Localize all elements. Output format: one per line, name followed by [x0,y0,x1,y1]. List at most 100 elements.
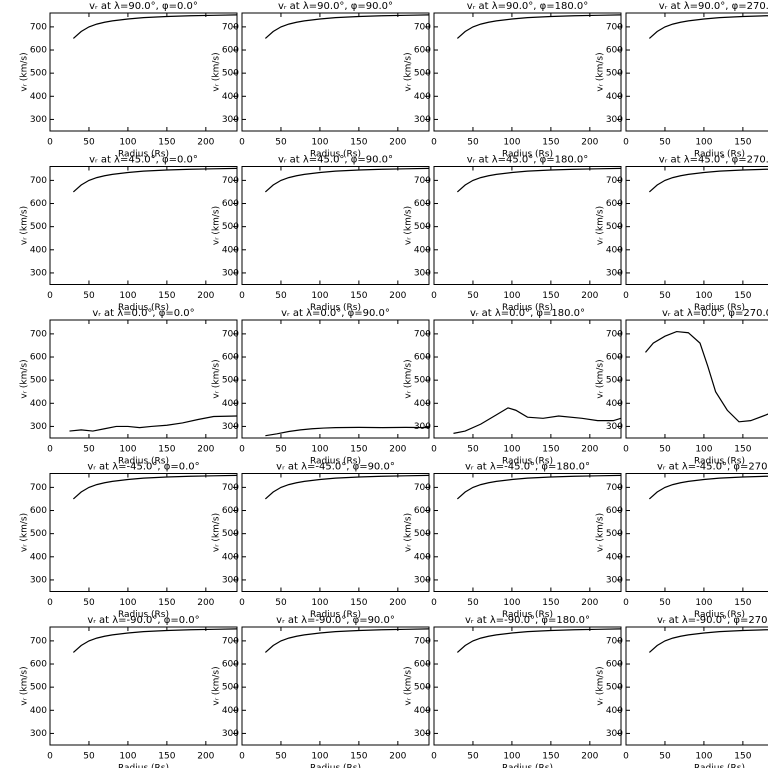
x-tick-label: 100 [311,752,328,762]
x-axis-label: Radius (Rs) [694,150,745,160]
x-tick-label: 150 [734,445,751,455]
y-tick-label: 500 [30,683,47,693]
x-axis-label: Radius (Rs) [310,764,361,768]
y-tick-label: 300 [222,115,239,125]
x-tick-label: 150 [158,598,175,608]
x-tick-label: 50 [659,445,671,455]
data-line [72,628,238,653]
y-tick-label: 300 [30,115,47,125]
y-tick-label: 700 [606,636,623,646]
plot-frame [241,626,430,746]
y-tick-label: 700 [30,329,47,339]
panel: vᵣ at λ=90.0°, φ=90.0° 0 50 100 150 200 300 400… [212,1,430,160]
panel: vᵣ at λ=45.0°, φ=270.0°05010015020030040… [596,155,768,313]
y-tick-label: 400 [30,706,47,716]
x-tick-label: 50 [467,752,479,762]
x-tick-label: 100 [311,291,328,301]
y-tick-label: 700 [30,483,47,493]
x-tick-label: 50 [467,291,479,301]
x-tick-label: 100 [695,291,712,301]
x-tick-label: 150 [542,291,559,301]
panel-title: vᵣ at λ=0.0°, φ=270.0° [662,308,768,319]
plot-frame [241,12,430,132]
y-tick-label: 400 [606,399,623,409]
panel: vᵣ at λ=-90.0°, φ=0.0° 0 50 100 150 200 300 400… [20,615,238,768]
y-axis-label: vᵣ (km/s) [596,206,606,245]
y-tick-label: 500 [414,683,431,693]
x-tick-label: 200 [197,138,214,148]
y-tick-label: 400 [30,92,47,102]
y-tick-label: 500 [222,69,239,79]
x-tick-label: 50 [275,138,287,148]
x-axis-label: Radius (Rs) [502,150,553,160]
x-axis-label: Radius (Rs) [118,764,169,768]
y-tick-label: 500 [30,222,47,232]
plot-frame [49,12,238,132]
y-tick-label: 300 [414,729,431,739]
x-axis-label: Radius (Rs) [502,457,553,467]
y-tick-label: 700 [606,483,623,493]
x-tick-label: 100 [503,598,520,608]
plot-frame [625,319,768,439]
data-line [648,15,768,39]
panel: vᵣ at λ=0.0°, φ=180.0° 0 50 100 150 200 300 400… [404,308,622,467]
y-tick-label: 700 [30,636,47,646]
x-tick-label: 50 [467,598,479,608]
y-tick-label: 300 [30,729,47,739]
y-tick-label: 500 [606,222,623,232]
x-tick-label: 200 [581,138,598,148]
panel-title: vᵣ at λ=90.0°, φ=90.0° [278,1,393,12]
data-line [72,14,238,39]
x-tick-label: 150 [542,598,559,608]
y-tick-label: 300 [30,268,47,278]
y-tick-label: 500 [414,376,431,386]
x-tick-label: 50 [467,445,479,455]
y-tick-label: 700 [414,22,431,32]
plot-frame [241,166,430,285]
data-line [264,474,430,500]
panel-title: vᵣ at λ=-45.0°, φ=270.0° [657,462,768,473]
x-tick-label: 0 [47,752,53,762]
plot-frame [49,166,238,285]
y-axis-label: vᵣ (km/s) [212,359,222,398]
y-axis-label: vᵣ (km/s) [404,359,414,398]
y-tick-label: 300 [222,575,239,585]
x-tick-label: 0 [431,752,437,762]
plot-frame [241,473,430,592]
x-tick-label: 0 [623,138,629,148]
x-tick-label: 0 [431,598,437,608]
plot-frame [433,319,622,439]
x-axis-label: Radius (Rs) [502,764,553,768]
y-axis-label: vᵣ (km/s) [20,206,30,245]
x-tick-label: 0 [431,138,437,148]
x-tick-label: 50 [83,445,95,455]
y-tick-label: 500 [30,376,47,386]
panel: vᵣ at λ=90.0°, φ=270.0°05010015020030040… [596,1,768,160]
y-tick-label: 700 [606,329,623,339]
x-axis-label: Radius (Rs) [502,610,553,620]
x-tick-label: 150 [350,598,367,608]
x-axis-label: Radius (Rs) [118,303,169,313]
x-tick-label: 50 [467,138,479,148]
y-tick-label: 400 [222,706,239,716]
y-tick-label: 500 [222,529,239,539]
x-tick-label: 0 [47,445,53,455]
panel-title: vᵣ at λ=90.0°, φ=0.0° [89,1,198,12]
y-tick-label: 600 [30,353,47,363]
y-tick-label: 500 [222,376,239,386]
panel-title: vᵣ at λ=0.0°, φ=0.0° [92,308,194,319]
y-tick-label: 700 [414,329,431,339]
panel: vᵣ at λ=-90.0°, φ=180.0° 0 50 100 150 200 300 4… [404,615,622,768]
x-axis-label: Radius (Rs) [694,764,745,768]
plot-frame [433,473,622,592]
y-tick-label: 400 [606,552,623,562]
y-tick-label: 500 [222,222,239,232]
x-tick-label: 100 [119,138,136,148]
panel-title: vᵣ at λ=90.0°, φ=180.0° [467,1,588,12]
x-tick-label: 100 [695,445,712,455]
x-axis-label: Radius (Rs) [694,610,745,620]
y-tick-label: 300 [222,268,239,278]
x-axis-label: Radius (Rs) [310,457,361,467]
x-tick-label: 0 [431,291,437,301]
y-tick-label: 700 [222,329,239,339]
